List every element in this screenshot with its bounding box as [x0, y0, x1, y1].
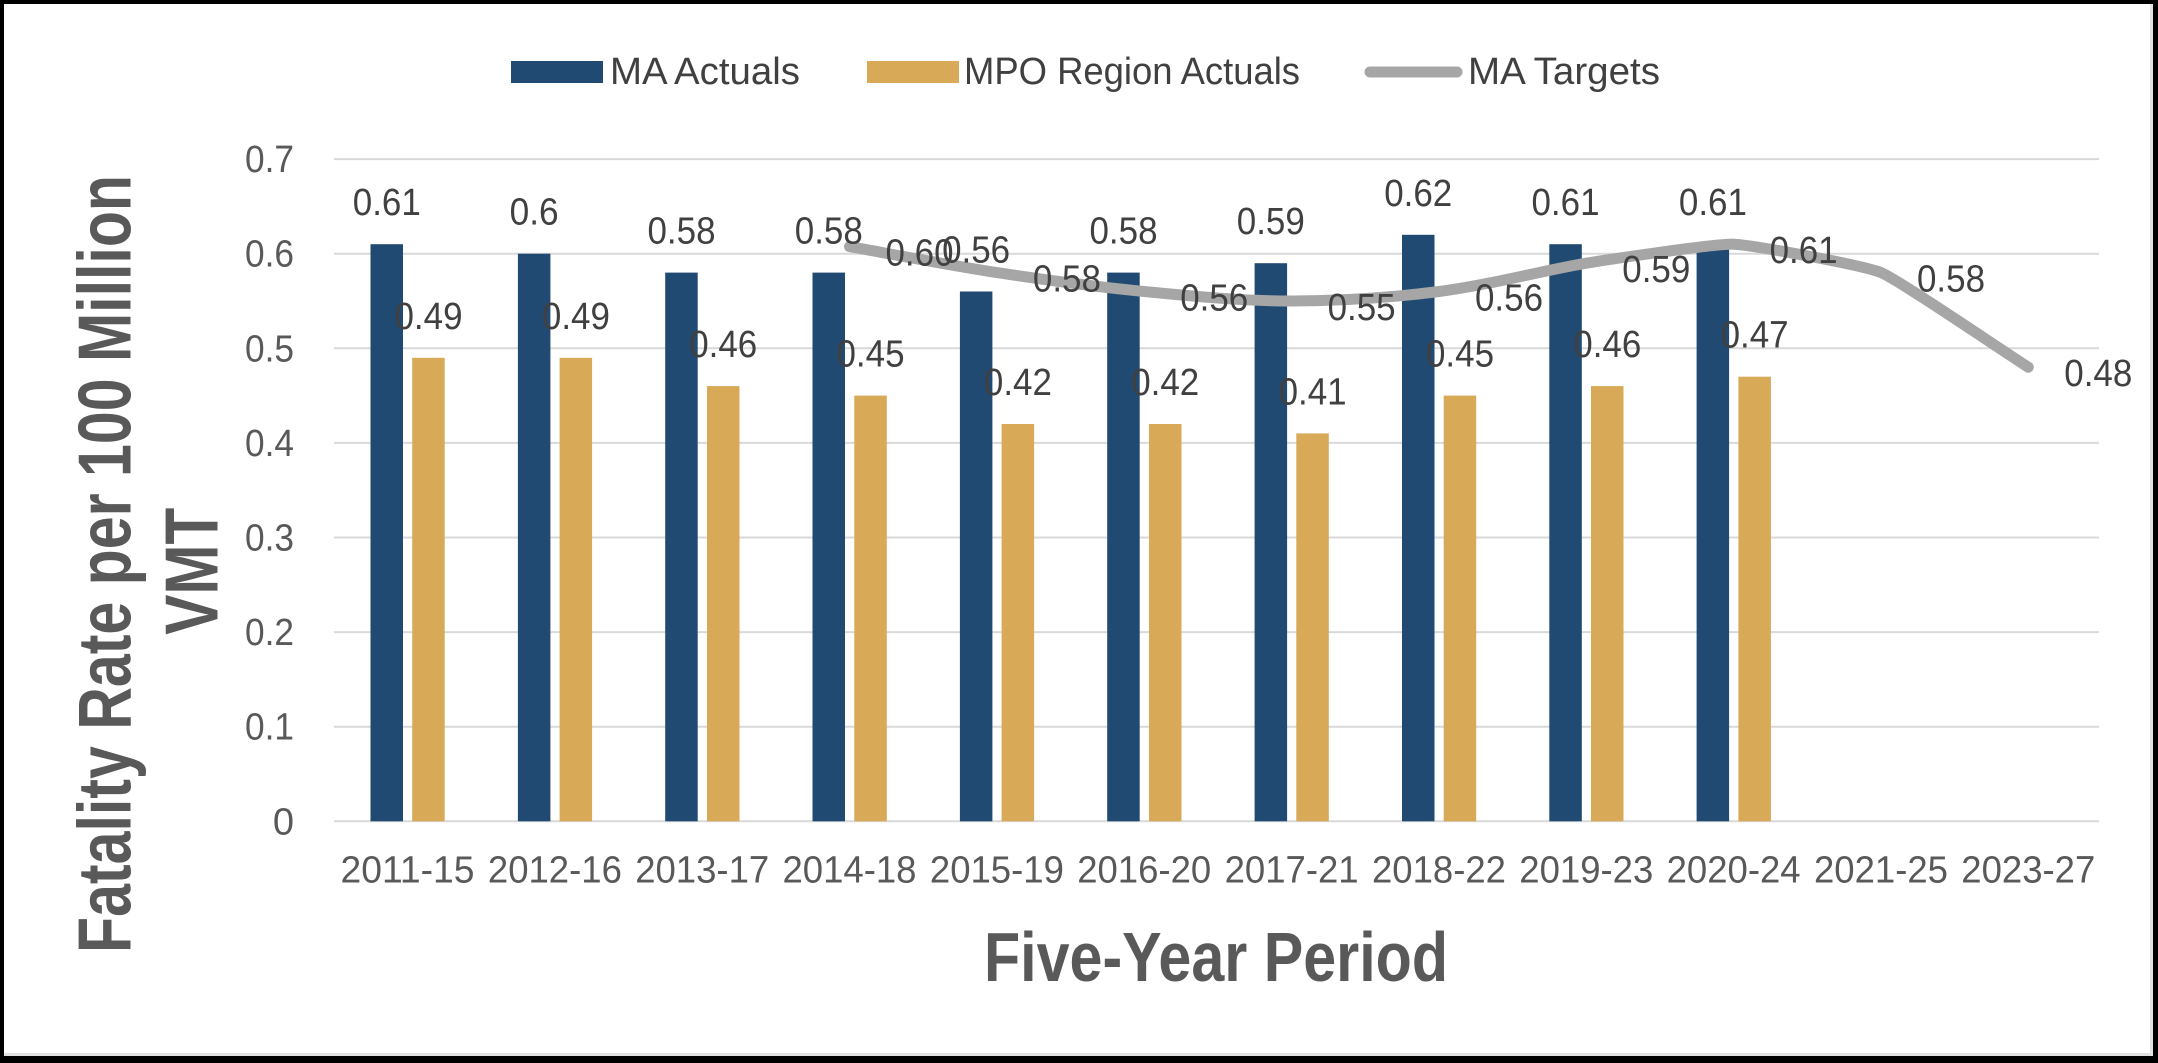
svg-text:2014-18: 2014-18 [783, 850, 917, 892]
svg-text:2015-19: 2015-19 [930, 850, 1064, 892]
svg-text:0.45: 0.45 [1426, 334, 1494, 376]
svg-text:2017-21: 2017-21 [1225, 850, 1359, 892]
svg-text:0.6: 0.6 [510, 192, 559, 234]
svg-text:MA Actuals: MA Actuals [610, 51, 800, 93]
svg-text:0.60: 0.60 [886, 232, 954, 274]
svg-text:0.56: 0.56 [1475, 277, 1543, 319]
svg-text:2011-15: 2011-15 [341, 850, 475, 892]
svg-text:0.47: 0.47 [1721, 315, 1789, 357]
svg-text:0.62: 0.62 [1384, 173, 1452, 215]
svg-text:2019-23: 2019-23 [1519, 850, 1653, 892]
svg-text:0.61: 0.61 [1679, 182, 1747, 224]
svg-text:0.56: 0.56 [1180, 277, 1248, 319]
svg-text:2023-27: 2023-27 [1961, 850, 2095, 892]
svg-text:0.59: 0.59 [1622, 249, 1690, 291]
svg-text:0.61: 0.61 [1770, 230, 1838, 272]
svg-text:0.61: 0.61 [1532, 182, 1600, 224]
svg-text:0.58: 0.58 [1090, 211, 1158, 253]
svg-text:0: 0 [273, 801, 294, 843]
svg-text:0.42: 0.42 [1131, 362, 1199, 404]
svg-text:2016-20: 2016-20 [1077, 850, 1211, 892]
svg-text:0.49: 0.49 [542, 296, 610, 338]
svg-text:0.59: 0.59 [1237, 201, 1305, 243]
svg-text:0.58: 0.58 [1917, 258, 1985, 300]
svg-text:0.48: 0.48 [2064, 353, 2132, 395]
svg-text:0.7: 0.7 [245, 139, 294, 181]
svg-text:0.46: 0.46 [1573, 324, 1641, 366]
svg-text:2018-22: 2018-22 [1372, 850, 1506, 892]
svg-text:Five-Year Period: Five-Year Period [984, 918, 1448, 996]
svg-text:0.46: 0.46 [689, 324, 757, 366]
svg-text:Fatality Rate per 100 Million: Fatality Rate per 100 Million [63, 175, 147, 953]
svg-text:MPO Region Actuals: MPO Region Actuals [964, 51, 1300, 93]
svg-text:0.49: 0.49 [395, 296, 463, 338]
svg-text:0.1: 0.1 [245, 707, 294, 749]
svg-text:0.61: 0.61 [353, 182, 421, 224]
svg-text:2012-16: 2012-16 [488, 850, 622, 892]
svg-text:0.45: 0.45 [837, 334, 905, 376]
svg-text:VMT: VMT [150, 508, 234, 635]
svg-text:0.58: 0.58 [1033, 258, 1101, 300]
svg-text:0.41: 0.41 [1279, 371, 1347, 413]
svg-text:2013-17: 2013-17 [635, 850, 769, 892]
svg-text:MA Targets: MA Targets [1468, 51, 1660, 93]
svg-text:0.6: 0.6 [245, 234, 294, 276]
svg-text:0.4: 0.4 [245, 423, 294, 465]
svg-text:0.5: 0.5 [245, 328, 294, 370]
svg-text:0.3: 0.3 [245, 518, 294, 560]
svg-text:0.42: 0.42 [984, 362, 1052, 404]
svg-text:0.2: 0.2 [245, 612, 294, 654]
svg-text:0.56: 0.56 [942, 230, 1010, 272]
svg-text:2021-25: 2021-25 [1814, 850, 1948, 892]
svg-text:2020-24: 2020-24 [1667, 850, 1801, 892]
svg-text:0.58: 0.58 [648, 211, 716, 253]
svg-text:0.58: 0.58 [795, 211, 863, 253]
svg-text:0.55: 0.55 [1328, 287, 1396, 329]
